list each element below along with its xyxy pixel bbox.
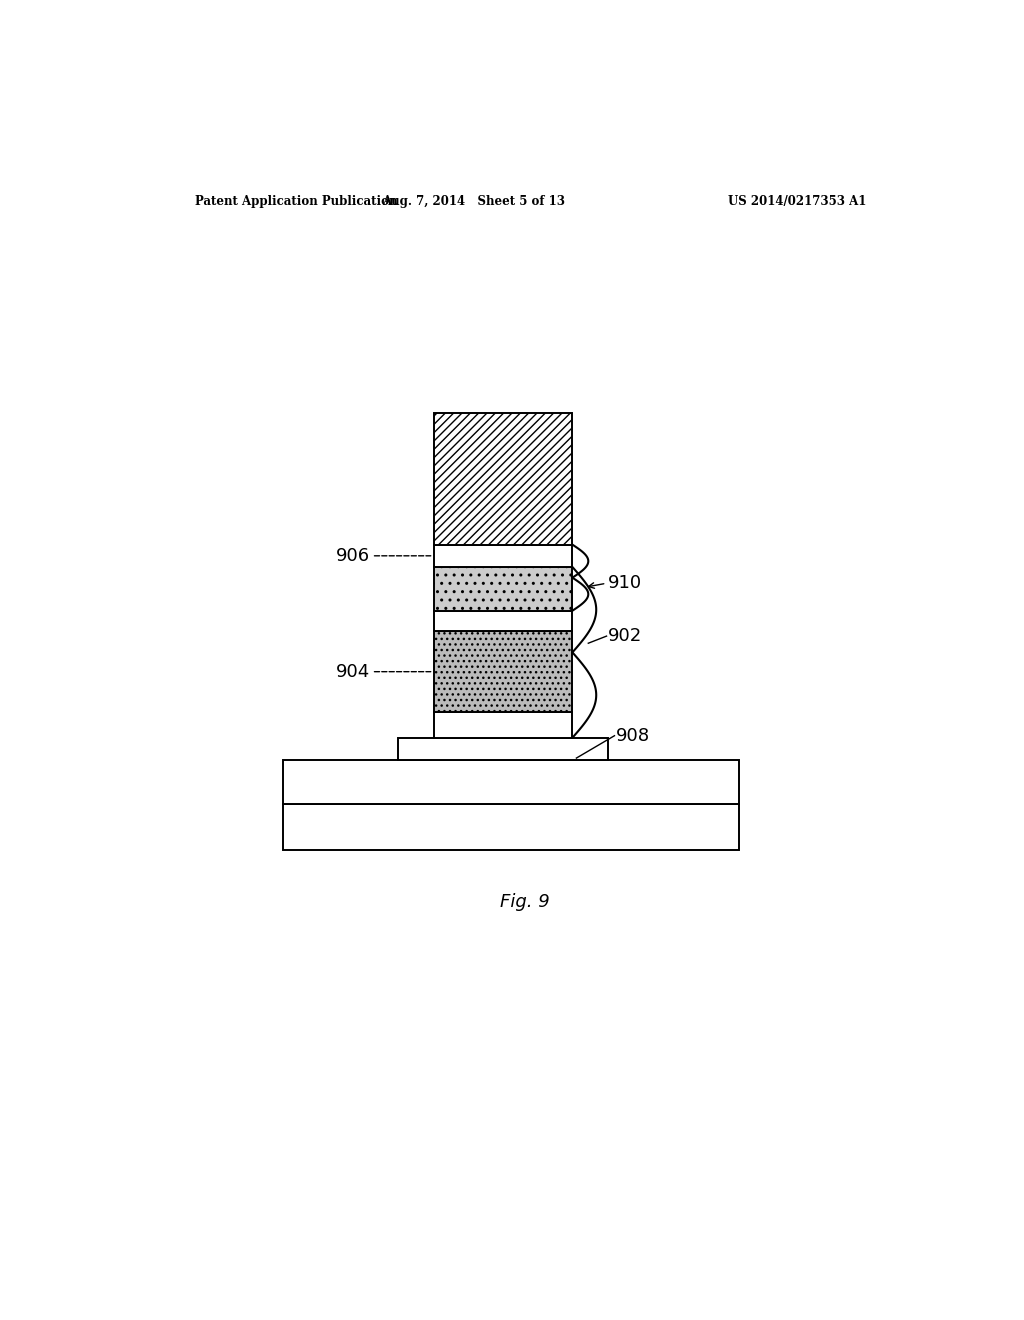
- Bar: [433, 611, 572, 631]
- Bar: [433, 631, 572, 713]
- Text: 902: 902: [608, 627, 642, 645]
- Bar: [433, 545, 572, 568]
- Bar: [433, 413, 572, 545]
- Text: 908: 908: [616, 727, 650, 744]
- Text: 904: 904: [336, 663, 370, 681]
- Text: Fig. 9: Fig. 9: [500, 894, 550, 911]
- Bar: [397, 738, 608, 760]
- Bar: [283, 804, 739, 850]
- Text: 906: 906: [336, 546, 370, 565]
- Bar: [283, 760, 739, 804]
- Text: 910: 910: [608, 574, 642, 593]
- Text: Patent Application Publication: Patent Application Publication: [196, 195, 398, 209]
- Bar: [433, 713, 572, 738]
- Bar: [433, 568, 572, 611]
- Text: US 2014/0217353 A1: US 2014/0217353 A1: [728, 195, 866, 209]
- Text: Aug. 7, 2014   Sheet 5 of 13: Aug. 7, 2014 Sheet 5 of 13: [382, 195, 564, 209]
